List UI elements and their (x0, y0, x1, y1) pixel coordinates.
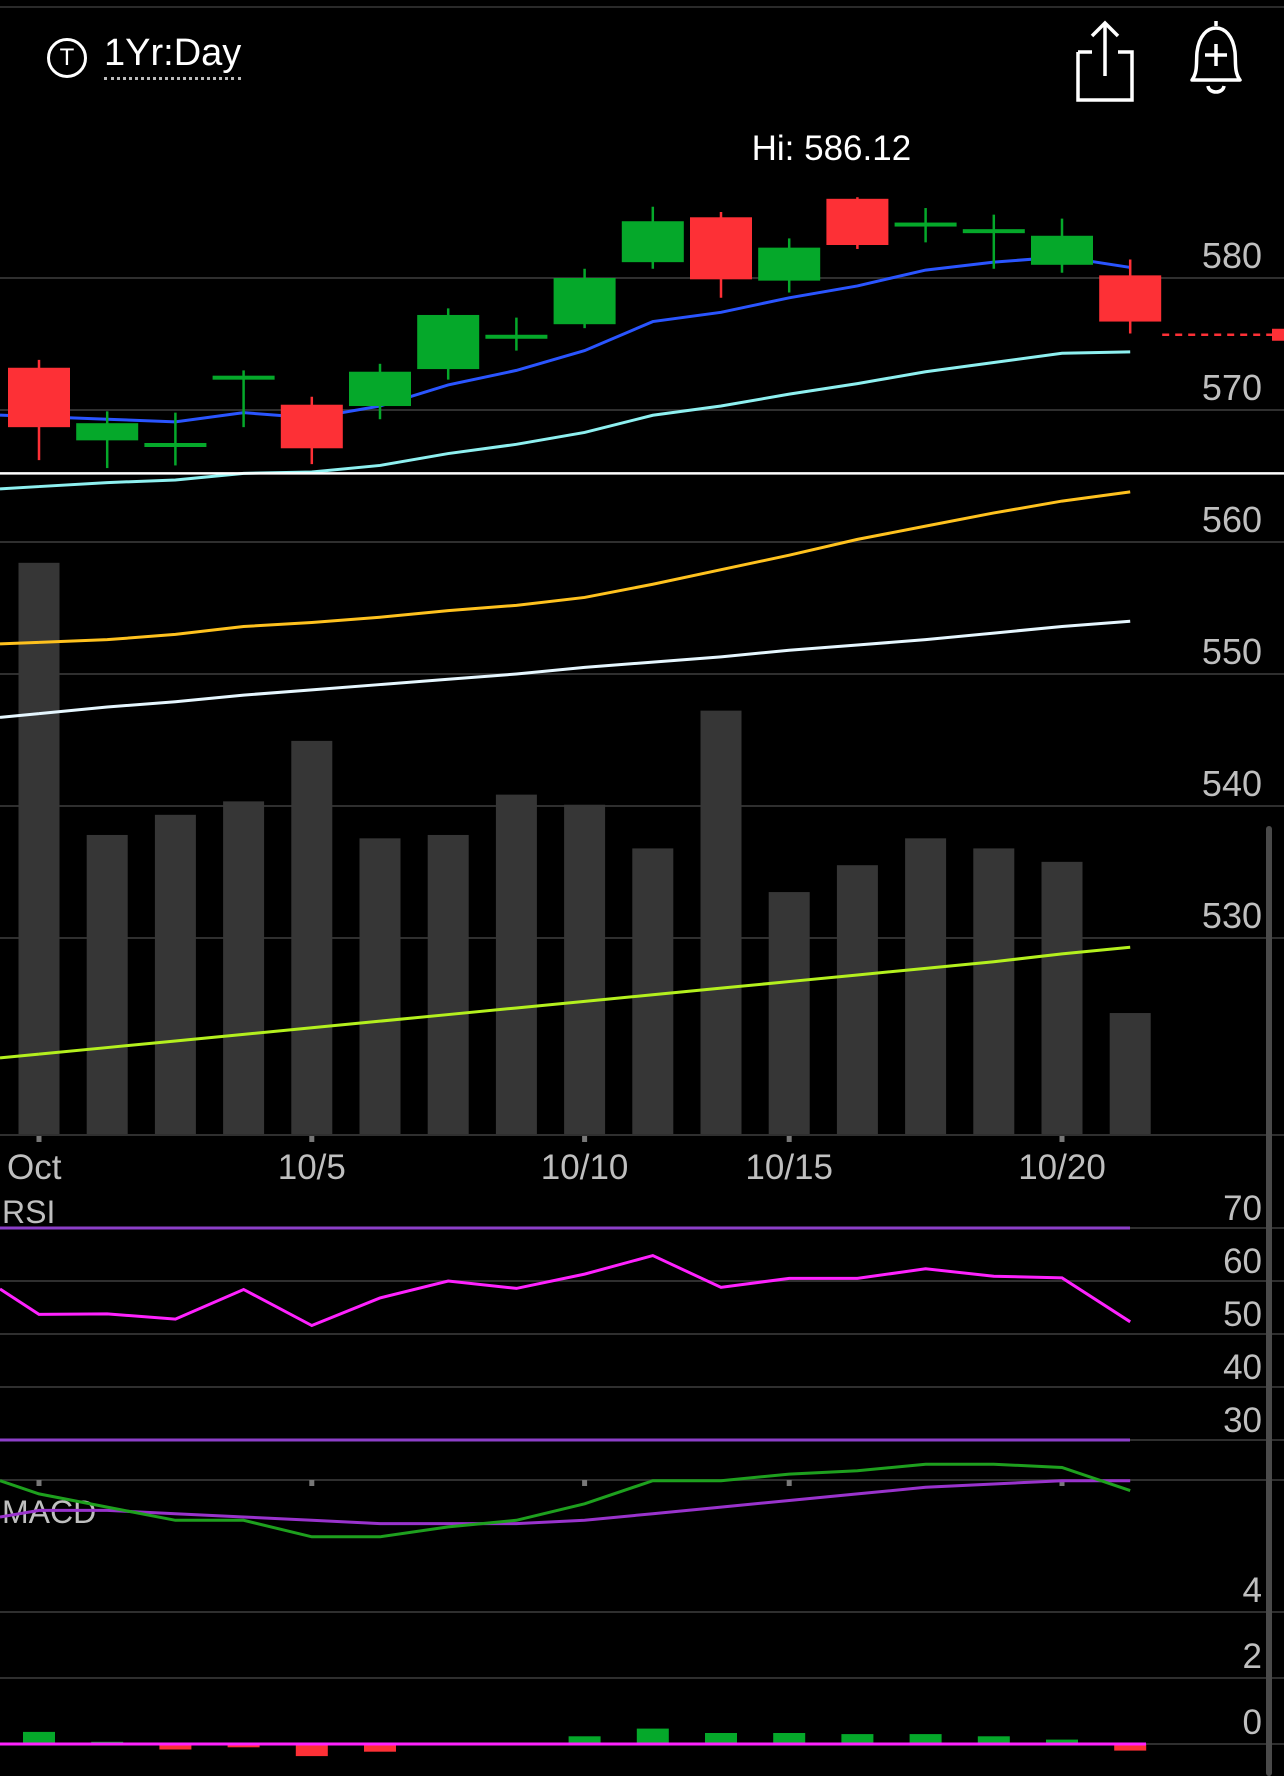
volume-bar (223, 801, 265, 1134)
share-icon[interactable] (1070, 18, 1140, 104)
volume-bar (427, 834, 469, 1134)
candle-down (8, 367, 70, 428)
x-axis-label: 10/10 (541, 1148, 629, 1187)
candle-up (485, 334, 548, 339)
moving-average-line (38, 619, 1131, 716)
rsi-tick-label: 30 (1223, 1401, 1262, 1440)
volume-bar (18, 562, 60, 1134)
moving-average-line-edge (0, 640, 40, 646)
candle-up (894, 222, 957, 227)
range-type-icon[interactable]: T (47, 38, 87, 78)
stock-chart[interactable]: 580 570 560 550 540 530 Hi: 586.12 Oct 10/5 10/10… (0, 110, 1284, 1775)
volume-bar (154, 814, 196, 1134)
macd-histogram-bar (295, 1744, 328, 1757)
x-axis-label: 10/15 (745, 1148, 833, 1187)
x-axis-label: Oct (7, 1148, 62, 1187)
moving-average-line (38, 255, 1131, 424)
volume-bar (495, 794, 537, 1134)
macd-histogram-bar (773, 1733, 806, 1744)
macd-histogram-bar (909, 1734, 942, 1744)
macd-line (0, 1462, 1131, 1539)
rsi-tick-label: 60 (1223, 1242, 1262, 1281)
volume-bar (768, 892, 810, 1134)
last-price-marker (1272, 328, 1284, 341)
volume-bar (291, 740, 333, 1134)
candle-up (144, 443, 207, 447)
candle-down (826, 198, 889, 245)
top-toolbar: T 1Yr:Day (0, 0, 1284, 120)
candle-up (76, 423, 139, 441)
macd-histogram-bar (1114, 1744, 1147, 1751)
volume-bar (359, 838, 401, 1134)
rsi-tick-label: 40 (1223, 1348, 1262, 1387)
candle-down (280, 404, 343, 449)
macd-histogram-bar (23, 1731, 55, 1744)
moving-average-line-edge (0, 712, 40, 719)
macd-histogram-bar (364, 1744, 396, 1752)
price-tick-label: 540 (1202, 763, 1262, 804)
moving-average-line (38, 945, 1131, 1056)
candle-down (1099, 275, 1162, 322)
rsi-tick-label: 70 (1223, 1189, 1262, 1228)
macd-histogram-bar (1046, 1739, 1078, 1744)
x-axis-label: 10/5 (278, 1148, 346, 1187)
volume-bar (905, 838, 947, 1134)
candle-up (1031, 235, 1093, 265)
rsi-line (0, 1253, 1132, 1328)
macd-histogram-bar (636, 1728, 669, 1744)
moving-average-line-edge (0, 1052, 40, 1060)
rsi-tick-label: 50 (1223, 1295, 1262, 1334)
volume-bar (700, 710, 742, 1134)
price-tick-label: 580 (1202, 235, 1262, 276)
moving-average-line-edge (0, 485, 40, 491)
candle-up (962, 229, 1025, 234)
rsi-panel-title: RSI (2, 1194, 55, 1230)
price-tick-label: 550 (1202, 631, 1262, 672)
candle-down (690, 217, 752, 280)
macd-tick-label: 4 (1243, 1571, 1262, 1610)
volume-bar (632, 848, 674, 1134)
macd-panel-title: MACD (2, 1494, 96, 1530)
candle-up (417, 314, 480, 370)
macd-histogram-bar (159, 1744, 192, 1750)
candle-up (212, 375, 275, 380)
candle-up (621, 221, 684, 263)
macd-signal-line (0, 1479, 1131, 1526)
volume-bar (86, 834, 128, 1134)
volume-bar (1109, 1013, 1151, 1134)
volume-bar (564, 804, 606, 1134)
volume-bar (1041, 861, 1083, 1134)
macd-histogram-bar (977, 1736, 1010, 1744)
macd-tick-label: 2 (1243, 1637, 1262, 1676)
top-divider (0, 6, 1284, 8)
price-tick-label: 530 (1202, 895, 1262, 936)
price-tick-label: 570 (1202, 367, 1262, 408)
macd-histogram-bar (841, 1734, 874, 1744)
macd-histogram-bar (705, 1733, 737, 1744)
macd-histogram-bar (568, 1736, 601, 1744)
volume-bar (836, 865, 878, 1134)
x-axis-label: 10/20 (1018, 1148, 1106, 1187)
moving-average-line (38, 490, 1131, 644)
scrollbar[interactable] (1266, 826, 1272, 1776)
bell-plus-icon[interactable] (1176, 16, 1256, 102)
candle-up (349, 371, 411, 407)
moving-average-line (38, 350, 1131, 489)
range-selector[interactable]: 1Yr:Day (104, 32, 242, 80)
high-price-label: Hi: 586.12 (752, 129, 912, 168)
macd-histogram-bar (227, 1744, 260, 1748)
macd-tick-label: 0 (1243, 1703, 1262, 1742)
candle-up (758, 247, 821, 281)
volume-bar (973, 848, 1015, 1134)
price-tick-label: 560 (1202, 499, 1262, 540)
candle-up (553, 278, 616, 325)
